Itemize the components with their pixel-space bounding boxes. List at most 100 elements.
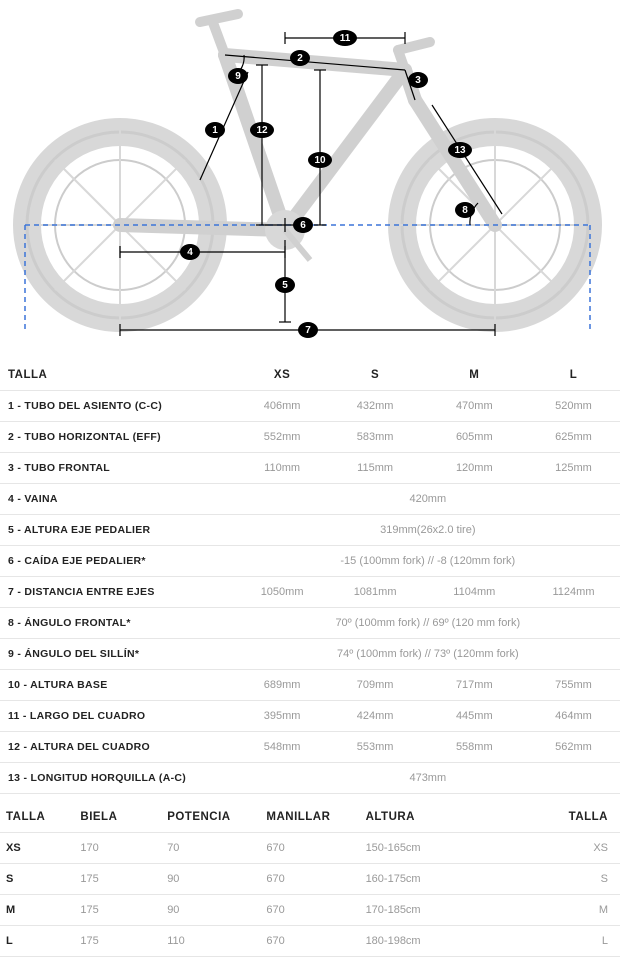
components-row: XS17070670150-165cmXS xyxy=(0,833,620,864)
svg-text:1: 1 xyxy=(212,125,218,136)
geometry-label-13: 13 xyxy=(448,142,472,158)
geometry-row-label: 5 - ALTURA EJE PEDALIER xyxy=(0,515,236,546)
geometry-cell: 755mm xyxy=(527,670,620,701)
geometry-row-spanval: 70º (100mm fork) // 69º (120 mm fork) xyxy=(236,608,620,639)
geometry-label-2: 2 xyxy=(290,50,310,66)
geometry-cell: 1081mm xyxy=(329,577,422,608)
components-cell: 150-165cm xyxy=(360,833,521,864)
geometry-row: 9 - ÁNGULO DEL SILLÍN*74º (100mm fork) /… xyxy=(0,639,620,670)
components-row: S17590670160-175cmS xyxy=(0,864,620,895)
components-cell: 670 xyxy=(260,895,359,926)
geometry-cell: 406mm xyxy=(236,391,329,422)
geometry-row: 10 - ALTURA BASE689mm709mm717mm755mm xyxy=(0,670,620,701)
geometry-label-10: 10 xyxy=(308,152,332,168)
components-cell: 175 xyxy=(74,895,161,926)
geometry-row-label: 11 - LARGO DEL CUADRO xyxy=(0,701,236,732)
geometry-cell: 520mm xyxy=(527,391,620,422)
svg-text:7: 7 xyxy=(305,325,311,336)
geometry-row-label: 13 - LONGITUD HORQUILLA (A-C) xyxy=(0,763,236,794)
components-cell: 670 xyxy=(260,833,359,864)
geometry-cell: 432mm xyxy=(329,391,422,422)
svg-text:6: 6 xyxy=(300,220,306,231)
geometry-cell: 125mm xyxy=(527,453,620,484)
components-row: L175110670180-198cmL xyxy=(0,926,620,957)
geometry-label-1: 1 xyxy=(205,122,225,138)
col-manillar: MANILLAR xyxy=(260,802,359,833)
geometry-cell: 424mm xyxy=(329,701,422,732)
svg-text:5: 5 xyxy=(282,280,288,291)
components-cell: 175 xyxy=(74,864,161,895)
svg-text:2: 2 xyxy=(297,53,303,64)
geometry-cell: 464mm xyxy=(527,701,620,732)
components-size-right: M xyxy=(521,895,620,926)
geometry-row: 1 - TUBO DEL ASIENTO (C-C)406mm432mm470m… xyxy=(0,391,620,422)
col-xs: XS xyxy=(236,360,329,391)
geometry-cell: 717mm xyxy=(422,670,527,701)
geometry-row-label: 2 - TUBO HORIZONTAL (EFF) xyxy=(0,422,236,453)
geometry-row: 5 - ALTURA EJE PEDALIER319mm(26x2.0 tire… xyxy=(0,515,620,546)
geometry-row-label: 10 - ALTURA BASE xyxy=(0,670,236,701)
geometry-cell: 445mm xyxy=(422,701,527,732)
geometry-label-11: 11 xyxy=(333,30,357,46)
geometry-cell: 1104mm xyxy=(422,577,527,608)
geometry-label-7: 7 xyxy=(298,322,318,338)
geometry-row: 12 - ALTURA DEL CUADRO548mm553mm558mm562… xyxy=(0,732,620,763)
svg-text:13: 13 xyxy=(454,145,466,156)
col-talla-right: TALLA xyxy=(521,802,620,833)
col-biela: BIELA xyxy=(74,802,161,833)
geometry-cell: 689mm xyxy=(236,670,329,701)
geometry-cell: 395mm xyxy=(236,701,329,732)
col-altura: ALTURA xyxy=(360,802,521,833)
components-cell: 180-198cm xyxy=(360,926,521,957)
geometry-label-9: 9 xyxy=(228,68,248,84)
geometry-row: 3 - TUBO FRONTAL110mm115mm120mm125mm xyxy=(0,453,620,484)
geometry-cell: 120mm xyxy=(422,453,527,484)
components-cell: 170 xyxy=(74,833,161,864)
geometry-cell: 558mm xyxy=(422,732,527,763)
geometry-label-4: 4 xyxy=(180,244,200,260)
svg-text:9: 9 xyxy=(235,71,241,82)
components-size-right: S xyxy=(521,864,620,895)
geometry-cell: 110mm xyxy=(236,453,329,484)
geometry-row: 4 - VAINA420mm xyxy=(0,484,620,515)
components-cell: 90 xyxy=(161,895,260,926)
components-table: TALLA BIELA POTENCIA MANILLAR ALTURA TAL… xyxy=(0,802,620,957)
svg-text:3: 3 xyxy=(415,75,421,86)
col-m: M xyxy=(422,360,527,391)
geometry-cell: 709mm xyxy=(329,670,422,701)
col-talla-left: TALLA xyxy=(0,802,74,833)
components-size-right: L xyxy=(521,926,620,957)
col-l: L xyxy=(527,360,620,391)
components-cell: 670 xyxy=(260,864,359,895)
geometry-cell: 470mm xyxy=(422,391,527,422)
components-cell: 670 xyxy=(260,926,359,957)
geometry-cell: 115mm xyxy=(329,453,422,484)
svg-text:10: 10 xyxy=(314,155,326,166)
geometry-row-label: 6 - CAÍDA EJE PEDALIER* xyxy=(0,546,236,577)
geometry-row-label: 4 - VAINA xyxy=(0,484,236,515)
geometry-row: 6 - CAÍDA EJE PEDALIER*-15 (100mm fork) … xyxy=(0,546,620,577)
geometry-label-12: 12 xyxy=(250,122,274,138)
geometry-label-5: 5 xyxy=(275,277,295,293)
components-cell: 175 xyxy=(74,926,161,957)
geometry-row-spanval: 319mm(26x2.0 tire) xyxy=(236,515,620,546)
svg-text:11: 11 xyxy=(340,33,351,44)
geometry-label-8: 8 xyxy=(455,202,475,218)
geometry-row-spanval: 420mm xyxy=(236,484,620,515)
components-cell: 70 xyxy=(161,833,260,864)
bike-geometry-diagram: 1 2 3 4 5 6 7 8 9 10 11 12 13 xyxy=(0,0,620,360)
col-talla: TALLA xyxy=(0,360,236,391)
components-header-row: TALLA BIELA POTENCIA MANILLAR ALTURA TAL… xyxy=(0,802,620,833)
geometry-cell: 1050mm xyxy=(236,577,329,608)
geometry-row-spanval: 74º (100mm fork) // 73º (120mm fork) xyxy=(236,639,620,670)
components-cell: 90 xyxy=(161,864,260,895)
geometry-cell: 553mm xyxy=(329,732,422,763)
geometry-row: 11 - LARGO DEL CUADRO395mm424mm445mm464m… xyxy=(0,701,620,732)
components-row: M17590670170-185cmM xyxy=(0,895,620,926)
geometry-row-spanval: 473mm xyxy=(236,763,620,794)
geometry-cell: 583mm xyxy=(329,422,422,453)
col-potencia: POTENCIA xyxy=(161,802,260,833)
geometry-cell: 605mm xyxy=(422,422,527,453)
geometry-row-spanval: -15 (100mm fork) // -8 (120mm fork) xyxy=(236,546,620,577)
geometry-cell: 625mm xyxy=(527,422,620,453)
